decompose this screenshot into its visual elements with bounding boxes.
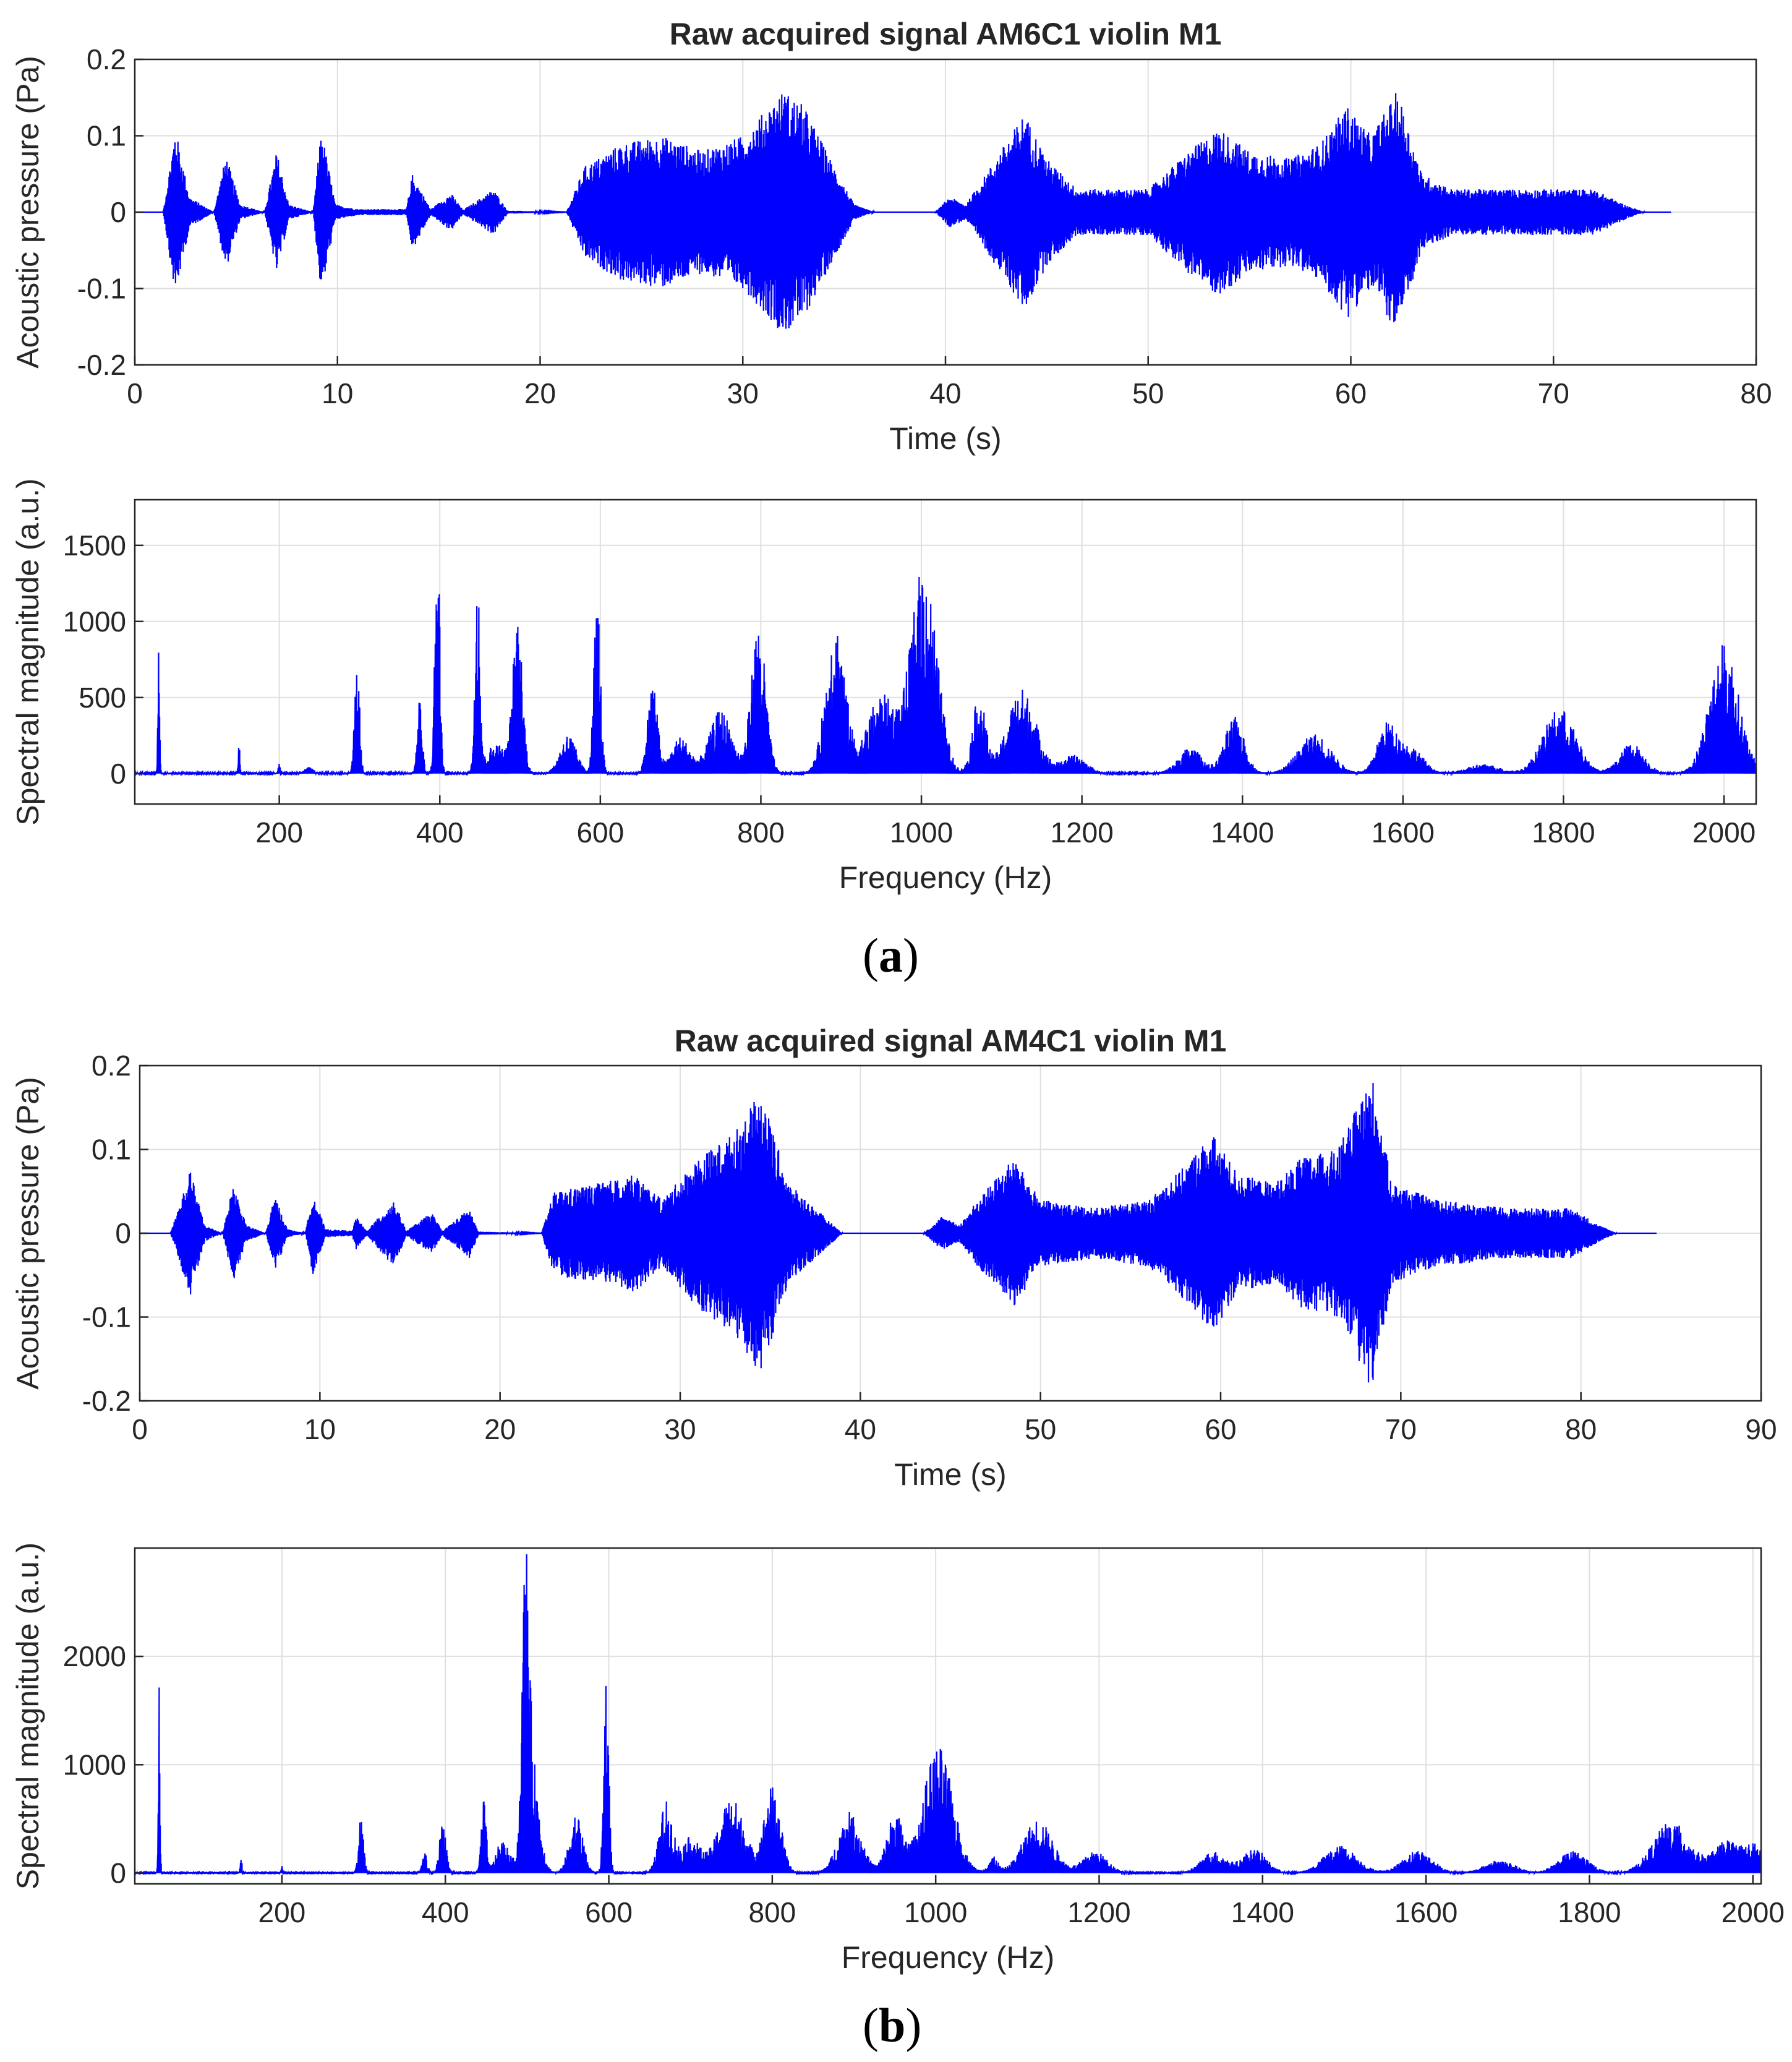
y-tick-label: 0.1 [92,1134,131,1166]
x-tick-label: 1600 [1372,816,1435,849]
x-axis-label: Time (s) [889,421,1001,456]
x-tick-label: 800 [737,816,785,849]
y-tick-label: 0 [115,1217,131,1249]
chart-time-am6c1: 0 10 20 30 40 50 60 70 80 -0.2 -0.1 0 0.1 0.2 Raw acqu… [11,17,1772,456]
y-axis-label: Spectral magnitude (a.u.) [11,478,45,825]
y-tick-label: -0.1 [82,1301,131,1333]
axes-box [134,498,1757,805]
panel-label-letter: b [878,1998,906,2052]
y-tick-label: 0 [110,196,126,228]
y-tick-label: -0.2 [82,1385,131,1417]
x-tick-label: 70 [1538,377,1569,409]
x-tick-label: 80 [1565,1413,1597,1445]
y-tick-label: 0.2 [87,43,126,75]
chart-spectrum-am6c1: 200 400 600 800 1000 1200 1400 1600 1800 2000 0 500… [11,478,1757,895]
x-tick-label: 30 [664,1413,696,1445]
x-tick-label: 600 [576,816,624,849]
y-tick-label: 0.2 [92,1050,131,1082]
y-axis-label: Acoustic pressure (Pa) [11,56,45,369]
x-tick-label: 1800 [1558,1896,1621,1928]
x-tick-label: 80 [1740,377,1772,409]
x-tick-label: 400 [416,816,464,849]
x-tick-label: 1200 [1067,1896,1130,1928]
chart-spectrum-am4c1: 200 400 600 800 1000 1200 1400 1600 1800 2000 0 100… [11,1542,1785,1975]
x-tick-label: 400 [422,1896,469,1928]
x-tick-label: 2000 [1692,816,1756,849]
x-tick-label: 1000 [904,1896,967,1928]
x-tick-label: 200 [258,1896,306,1928]
x-tick-label: 70 [1385,1413,1417,1445]
x-tick-label: 1800 [1532,816,1595,849]
chart-time-am4c1: 0 10 20 30 40 50 60 70 80 90 -0.2 -0.1 0 0.1 0.2 Raw ac… [11,1024,1777,1492]
x-tick-label: 20 [524,377,556,409]
y-tick-label: 1000 [63,1748,126,1781]
x-axis-label: Time (s) [894,1457,1006,1492]
y-tick-label: 0 [110,1857,126,1889]
x-tick-label: 0 [132,1413,148,1445]
y-tick-label: 1000 [63,605,126,638]
x-tick-label: 1600 [1394,1896,1457,1928]
y-tick-label: 500 [79,682,126,714]
panel-label-open: ( [863,1998,879,2052]
x-tick-label: 1400 [1231,1896,1294,1928]
y-tick-label: 0.1 [87,120,126,152]
x-tick-label: 1400 [1211,816,1274,849]
x-tick-label: 60 [1335,377,1367,409]
x-tick-label: 40 [929,377,961,409]
panel-label-open: ( [863,928,879,982]
y-tick-label: -0.2 [77,349,126,381]
x-tick-label: 2000 [1722,1896,1785,1928]
x-tick-label: 1000 [890,816,953,849]
y-axis-label: Spectral magnitude (a.u.) [11,1542,45,1889]
data-series-line [134,1554,1762,1876]
x-axis-label: Frequency (Hz) [842,1940,1055,1975]
panel-label-b: (b) [863,1998,921,2053]
chart-title: Raw acquired signal AM4C1 violin M1 [675,1024,1227,1058]
y-tick-label: 0 [110,758,126,790]
x-tick-label: 10 [322,377,353,409]
y-axis-label: Acoustic pressure (Pa) [11,1077,45,1390]
x-tick-label: 40 [845,1413,876,1445]
x-tick-label: 600 [585,1896,633,1928]
x-tick-label: 10 [304,1413,336,1445]
axes-box [134,1547,1762,1885]
data-series-line [140,1083,1657,1383]
y-tick-label: 1500 [63,529,126,562]
y-tick-label: -0.1 [77,273,126,305]
x-tick-label: 30 [727,377,759,409]
x-tick-label: 50 [1132,377,1164,409]
panel-label-close: ) [902,928,919,982]
x-tick-label: 90 [1745,1413,1777,1445]
x-tick-label: 60 [1205,1413,1236,1445]
chart-title: Raw acquired signal AM6C1 violin M1 [670,17,1222,51]
data-series-line [134,576,1757,776]
x-tick-label: 0 [127,377,143,409]
panel-label-letter: a [878,928,903,982]
y-tick-label: 2000 [63,1640,126,1672]
x-tick-label: 200 [255,816,303,849]
x-axis-label: Frequency (Hz) [839,860,1052,895]
panel-label-a: (a) [863,928,919,983]
x-tick-label: 800 [748,1896,796,1928]
data-series-line [135,93,1671,329]
x-tick-label: 20 [484,1413,516,1445]
x-tick-label: 1200 [1050,816,1113,849]
x-tick-label: 50 [1025,1413,1056,1445]
panel-label-close: ) [905,1998,922,2052]
